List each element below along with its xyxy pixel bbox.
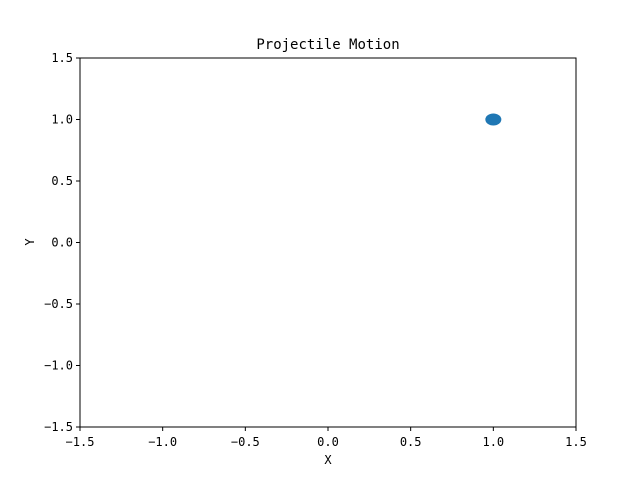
data-points [485, 113, 502, 126]
x-tick-label: 1.5 [565, 435, 587, 449]
plot-area [79, 57, 577, 428]
x-tick-label: −1.5 [66, 435, 95, 449]
x-tick-label: 0.0 [317, 435, 339, 449]
y-tick-label: −0.5 [44, 297, 73, 311]
y-tick-label: 0.0 [51, 236, 73, 250]
x-tick-label: −0.5 [231, 435, 260, 449]
x-tick-label: 0.5 [400, 435, 422, 449]
x-axis: −1.5 −1.0 −0.5 0.0 0.5 1.0 1.5 [66, 427, 587, 449]
y-tick-label: −1.0 [44, 359, 73, 373]
y-tick-label: 1.0 [51, 113, 73, 127]
x-tick-label: 1.0 [482, 435, 504, 449]
x-tick-label: −1.0 [148, 435, 177, 449]
y-axis: −1.5 −1.0 −0.5 0.0 0.5 1.0 1.5 [44, 51, 80, 434]
y-tick-label: −1.5 [44, 420, 73, 434]
y-axis-label: Y [23, 238, 37, 246]
y-tick-label: 1.5 [51, 51, 73, 65]
x-axis-label: X [324, 453, 332, 467]
y-tick-label: 0.5 [51, 174, 73, 188]
chart-title: Projectile Motion [256, 37, 399, 53]
data-point [485, 113, 502, 126]
